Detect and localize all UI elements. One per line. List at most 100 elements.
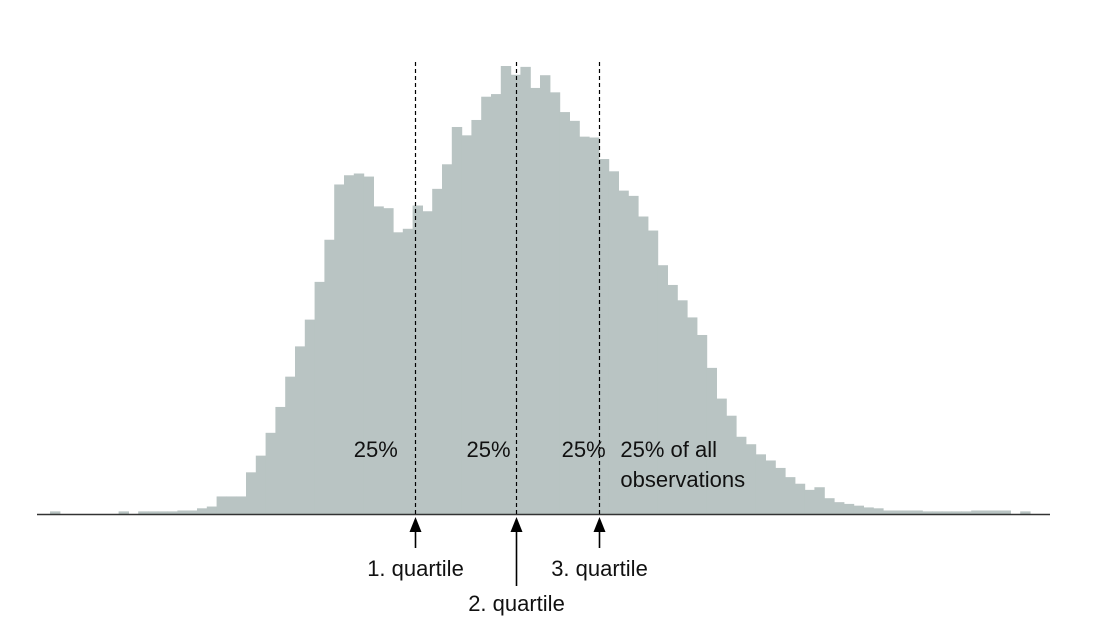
histogram-bar	[775, 467, 786, 514]
percentage-label-line2: observations	[620, 467, 745, 492]
histogram-bar	[451, 126, 463, 515]
histogram-bar	[951, 511, 962, 514]
histogram-bar	[148, 511, 159, 514]
histogram-bar	[1000, 510, 1011, 514]
histogram-bar	[706, 367, 717, 514]
histogram-bar	[118, 511, 129, 514]
percentage-annotations: 25% 25% 25% 25% of all observations	[354, 437, 745, 492]
histogram-bar	[540, 75, 551, 515]
histogram-bar	[755, 454, 766, 514]
histogram-bar	[412, 205, 423, 514]
histogram-bar	[647, 230, 659, 515]
histogram-bar	[50, 511, 61, 514]
histogram-bar	[1020, 511, 1031, 514]
histogram-bar	[843, 503, 855, 514]
histogram-bar	[383, 208, 394, 515]
histogram-bar	[716, 398, 727, 514]
histogram-bar	[177, 510, 188, 514]
histogram-bar	[197, 508, 208, 514]
histogram-bar	[353, 173, 365, 514]
histogram-bar	[736, 436, 747, 514]
histogram-bar	[167, 511, 178, 514]
histogram-bar	[638, 216, 649, 514]
histogram-bar	[696, 334, 708, 514]
histogram-bar	[255, 455, 267, 514]
histogram-bar	[932, 511, 943, 514]
histogram-bar	[569, 120, 580, 514]
histogram-bar	[373, 206, 384, 514]
histogram-bar	[726, 415, 737, 514]
histogram-bar	[892, 510, 904, 514]
histogram-bar	[393, 232, 404, 515]
histogram-bar	[363, 176, 374, 514]
histogram-bar	[422, 211, 433, 515]
histogram-bar	[206, 506, 218, 514]
histogram-bar	[510, 74, 521, 514]
histogram-bars	[50, 66, 1031, 515]
percentage-label: 25%	[562, 437, 606, 462]
histogram-bar	[687, 317, 698, 514]
histogram-bar	[442, 164, 453, 515]
histogram-bar	[500, 66, 512, 514]
histogram-bar	[990, 510, 1002, 514]
histogram-bar	[745, 444, 757, 514]
histogram-bar	[481, 96, 492, 515]
histogram-bar	[863, 507, 874, 514]
percentage-label: 25%	[354, 437, 398, 462]
histogram-bar	[187, 510, 198, 514]
histogram-bar	[559, 112, 570, 514]
histogram-bar	[216, 496, 227, 514]
histogram-bar	[491, 94, 502, 514]
histogram-bar	[667, 284, 678, 514]
histogram-bar	[883, 510, 894, 514]
histogram-bar	[589, 137, 600, 514]
histogram-bar	[824, 498, 835, 514]
histogram-bar	[344, 175, 355, 514]
histogram-bar	[628, 195, 639, 514]
quartile-label: 2. quartile	[468, 591, 565, 616]
histogram-bar	[912, 510, 923, 514]
histogram-bar	[941, 511, 953, 514]
histogram-bar	[402, 228, 414, 515]
histogram-bar	[785, 477, 796, 514]
histogram-bar	[334, 184, 345, 514]
histogram-bar	[981, 510, 992, 514]
histogram-bar	[275, 406, 286, 514]
percentage-label: 25%	[467, 437, 511, 462]
histogram-bar	[471, 119, 482, 514]
histogram-bar	[138, 511, 149, 514]
histogram-bar	[902, 510, 913, 514]
histogram-bar	[608, 171, 619, 514]
histogram-bar	[265, 432, 276, 514]
histogram-bar	[285, 376, 296, 514]
quartile-arrow-head	[409, 517, 422, 532]
histogram-bar	[873, 508, 884, 514]
histogram-bar	[765, 460, 776, 514]
histogram-bar	[598, 159, 610, 514]
histogram-bar	[804, 489, 815, 514]
histogram-bar	[304, 319, 316, 514]
histogram-bar	[314, 281, 325, 514]
histogram-bar	[853, 505, 864, 514]
histogram-bar	[971, 510, 982, 514]
histogram-bar	[549, 92, 561, 514]
histogram-bar	[794, 483, 806, 514]
quartile-label: 3. quartile	[551, 556, 648, 581]
quartile-arrow-head	[593, 517, 606, 532]
quartile-label: 1. quartile	[367, 556, 464, 581]
histogram-bar	[657, 265, 668, 514]
histogram-bar	[157, 511, 169, 514]
histogram-bar	[961, 511, 972, 514]
histogram-bar	[226, 496, 237, 514]
histogram-bar	[814, 487, 825, 514]
percentage-label: 25% of all	[620, 437, 717, 462]
histogram-bar	[579, 136, 590, 514]
histogram-bar	[324, 239, 335, 514]
histogram-bar	[530, 87, 541, 514]
quartile-arrow-head	[510, 517, 523, 532]
histogram-bar	[618, 190, 629, 514]
histogram-bar	[677, 300, 688, 514]
histogram-bar	[432, 188, 443, 515]
